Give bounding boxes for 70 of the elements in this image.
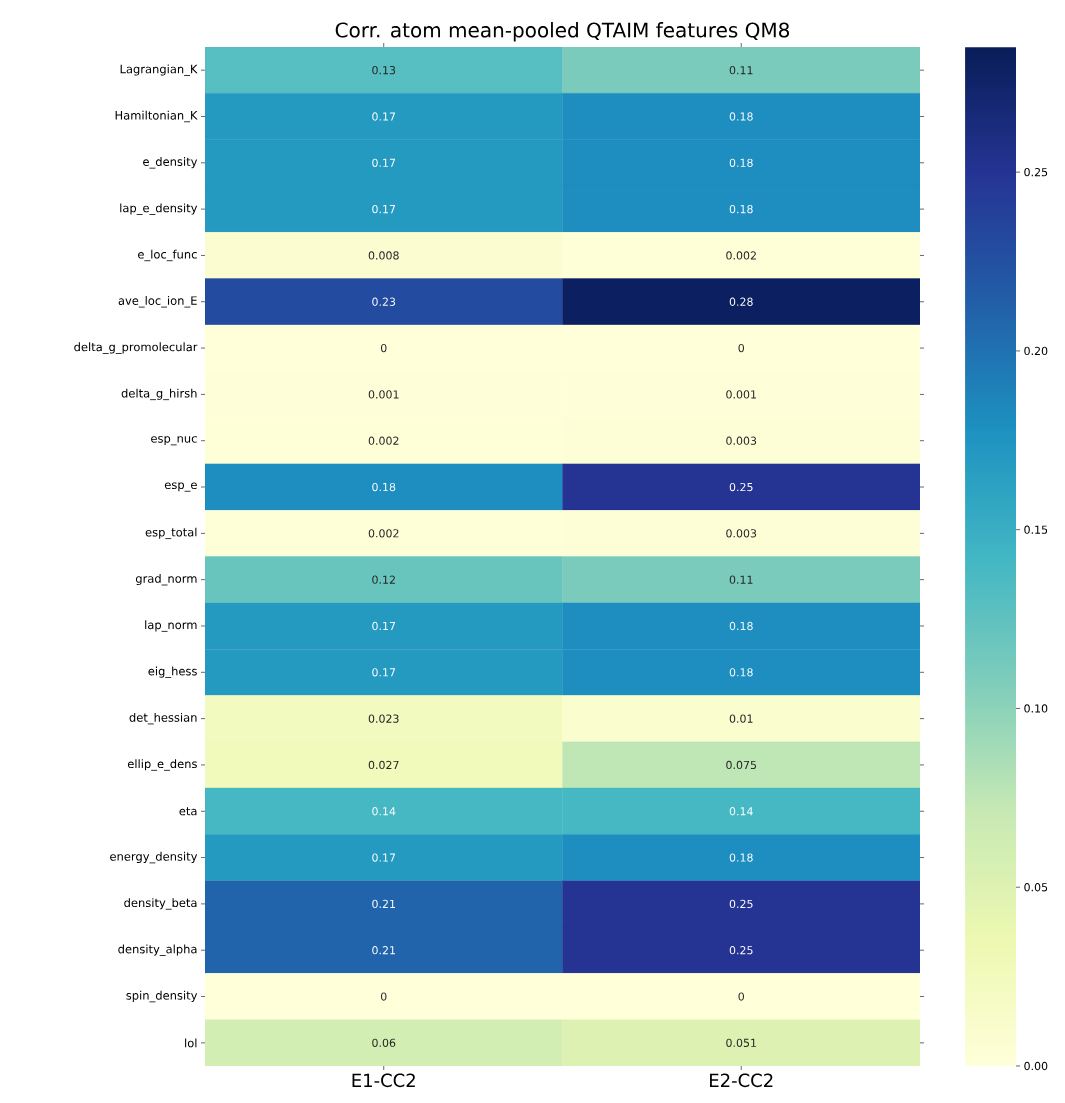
y-tick-label: delta_g_promolecular <box>74 342 198 354</box>
data-label: 0.17 <box>372 853 396 862</box>
data-label: 0.003 <box>726 529 757 538</box>
color-bar-label: 0.15 <box>1024 525 1048 534</box>
y-tick-label: ellip_e_dens <box>127 759 197 771</box>
data-label: 0 <box>380 992 387 1001</box>
data-label: 0.18 <box>729 853 753 862</box>
data-label: 0.001 <box>726 390 756 399</box>
data-label: 0.18 <box>729 112 753 121</box>
data-label: 0.11 <box>729 575 753 584</box>
y-tick-label: lap_norm <box>145 620 197 632</box>
data-label: 0.027 <box>368 760 399 770</box>
data-label: 0.051 <box>726 1038 756 1048</box>
y-tick-label: eig_hess <box>148 666 197 679</box>
data-label: 0.002 <box>368 529 399 538</box>
data-label: 0.21 <box>372 946 395 955</box>
color-bar-label: 0.20 <box>1024 346 1048 356</box>
data-label: 0.06 <box>372 1038 396 1048</box>
y-tick-label: Lagrangian_K <box>120 64 198 76</box>
y-tick-label: eta <box>179 807 197 816</box>
data-label: 0.023 <box>368 714 399 723</box>
data-label: 0.23 <box>372 297 396 306</box>
data-label: 0.12 <box>372 575 395 584</box>
color-bar-label: 0.10 <box>1024 704 1048 713</box>
y-tick-label: grad_norm <box>135 573 197 586</box>
data-label: 0.21 <box>372 899 395 909</box>
color-bar-label: 0.05 <box>1024 883 1048 892</box>
x-tick-label: E1-CC2 <box>352 1073 415 1088</box>
data-label: 0.003 <box>726 436 757 445</box>
data-label: 0.17 <box>372 668 396 677</box>
y-tick-label: delta_g_hirsh <box>121 388 197 401</box>
data-label: 0.14 <box>729 807 753 816</box>
y-tick-label: e_density <box>143 157 198 169</box>
y-tick-label: density_alpha <box>118 944 197 956</box>
y-tick-label: density_beta <box>124 898 197 910</box>
chart-title: Corr. atom mean-pooled QTAIM features QM8 <box>335 22 790 42</box>
data-label: 0.18 <box>729 621 753 631</box>
y-tick-label: esp_e <box>164 482 197 492</box>
data-label: 0.001 <box>368 390 399 399</box>
y-tick-label: e_loc_func <box>138 249 197 262</box>
y-tick-label: lap_e_density <box>120 203 198 215</box>
data-label: 0.25 <box>729 899 753 909</box>
data-label: 0.008 <box>368 251 399 260</box>
data-label: 0.28 <box>729 297 753 306</box>
data-label: 0 <box>738 343 745 353</box>
data-label: 0.18 <box>729 158 753 167</box>
y-tick-label: energy_density <box>110 851 198 864</box>
y-tick-label: ave_loc_ion_E <box>118 296 197 308</box>
data-label: 0.14 <box>372 807 396 816</box>
data-label: 0.25 <box>729 946 753 955</box>
y-tick-label: lol <box>185 1038 197 1048</box>
y-tick-label: esp_total <box>145 527 197 540</box>
y-tick-label: esp_nuc <box>151 436 197 446</box>
data-label: 0.17 <box>372 621 396 631</box>
data-label: 0.17 <box>372 204 396 214</box>
data-label: 0.17 <box>372 158 396 167</box>
data-label: 0 <box>738 992 745 1001</box>
data-label: 0.002 <box>726 251 756 260</box>
x-tick-label: E2-CC2 <box>710 1073 773 1088</box>
data-label: 0 <box>380 343 387 353</box>
color-bar-label: 0.00 <box>1024 1061 1048 1071</box>
data-label: 0.17 <box>372 112 396 121</box>
data-label: 0.18 <box>729 204 753 214</box>
data-label: 0.002 <box>368 436 399 445</box>
data-label: 0.01 <box>729 714 753 723</box>
y-tick-label: det_hessian <box>129 712 197 725</box>
y-tick-label: spin_density <box>126 990 198 1003</box>
y-tick-label: Hamiltonian_K <box>115 110 198 123</box>
data-label: 0.18 <box>372 482 396 492</box>
color-bar-label: 0.25 <box>1024 167 1048 177</box>
